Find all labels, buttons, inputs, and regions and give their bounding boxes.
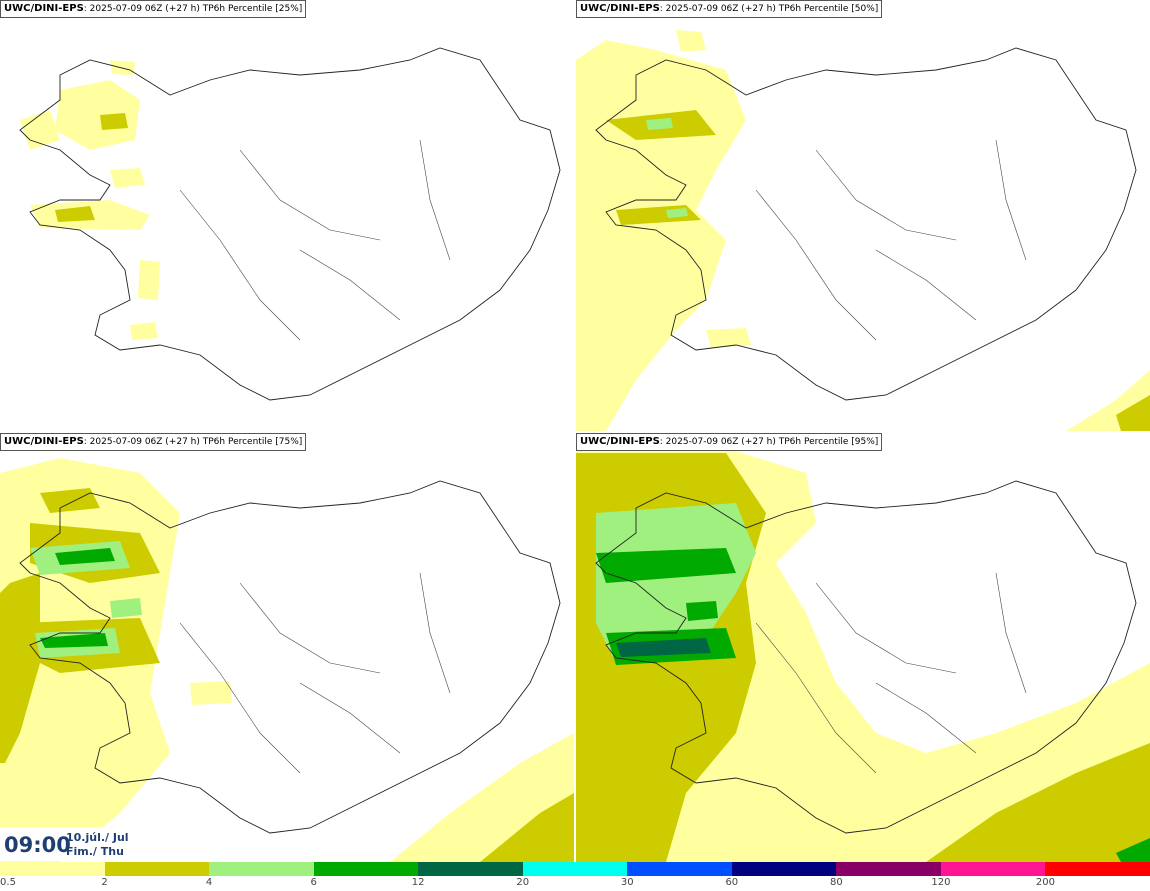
legend-swatch — [104, 862, 210, 876]
precip-map-p25 — [19, 47, 561, 401]
legend-label: 80 — [829, 877, 843, 888]
legend-label: 120 — [931, 877, 951, 888]
precip-map-p50 — [576, 30, 1150, 431]
valid-time-box: 09:00 10.júl./ Jul Fim./ Thu — [0, 827, 156, 861]
legend-swatch — [1045, 862, 1150, 876]
panel-title-p25: UWC/DINI-EPS: 2025-07-09 06Z (+27 h) TP6… — [0, 0, 307, 18]
valid-time: 09:00 — [4, 833, 71, 857]
panel-title-p75: UWC/DINI-EPS: 2025-07-09 06Z (+27 h) TP6… — [0, 433, 307, 451]
legend-label: 6 — [310, 877, 317, 888]
legend-label: 2 — [101, 877, 108, 888]
valid-date-line2: Fim./ Thu — [66, 845, 124, 858]
panel-title-p50: UWC/DINI-EPS: 2025-07-09 06Z (+27 h) TP6… — [576, 0, 883, 18]
map-panel-p75: UWC/DINI-EPS: 2025-07-09 06Z (+27 h) TP6… — [0, 433, 574, 864]
legend-swatch — [836, 862, 941, 876]
legend-label: 4 — [205, 877, 213, 888]
legend-swatch — [522, 862, 628, 876]
legend-label: 12 — [411, 877, 425, 888]
precip-map-p75 — [0, 458, 574, 862]
color-legend: 0.5 2 4 6 12 20 30 60 80 120 200 — [0, 862, 1150, 891]
valid-date: 10.júl./ Jul Fim./ Thu — [66, 831, 129, 859]
legend-swatch — [418, 862, 523, 876]
legend-label: 0.5 — [0, 877, 16, 888]
map-panel-p25: UWC/DINI-EPS: 2025-07-09 06Z (+27 h) TP6… — [0, 0, 574, 431]
panel-title-p95: UWC/DINI-EPS: 2025-07-09 06Z (+27 h) TP6… — [576, 433, 883, 451]
map-panel-p50: UWC/DINI-EPS: 2025-07-09 06Z (+27 h) TP6… — [576, 0, 1150, 431]
legend-label: 30 — [620, 877, 634, 888]
legend-swatch — [627, 862, 732, 876]
legend-label: 200 — [1035, 877, 1055, 888]
legend-swatch — [940, 862, 1046, 876]
valid-date-line1: 10.júl./ Jul — [66, 831, 129, 844]
legend-swatch — [0, 862, 105, 876]
legend-label: 60 — [725, 877, 739, 888]
legend-swatch — [209, 862, 314, 876]
legend-swatch — [731, 862, 837, 876]
legend-bar — [0, 862, 1150, 876]
legend-label: 20 — [516, 877, 530, 888]
legend-swatch — [313, 862, 419, 876]
precip-map-p95 — [576, 443, 1150, 862]
map-panel-p95: UWC/DINI-EPS: 2025-07-09 06Z (+27 h) TP6… — [576, 433, 1150, 864]
panel-divider-horizontal — [0, 431, 1150, 433]
